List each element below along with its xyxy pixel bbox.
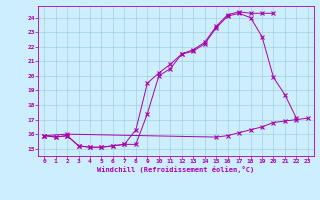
X-axis label: Windchill (Refroidissement éolien,°C): Windchill (Refroidissement éolien,°C) — [97, 166, 255, 173]
